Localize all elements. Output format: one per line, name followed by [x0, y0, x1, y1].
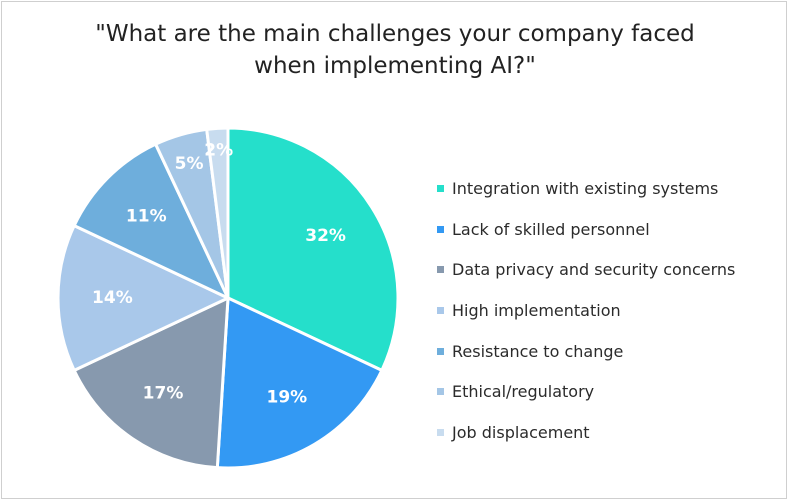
pie-slice-3 [72, 296, 230, 470]
legend-swatch [437, 266, 444, 274]
chart-title-line-1: "What are the main challenges your compa… [95, 21, 695, 47]
legend-item-2: Lack of skilled personnel [437, 209, 777, 250]
legend-swatch [437, 428, 444, 436]
data-label-1: 32% [305, 226, 346, 246]
legend-swatch [437, 306, 444, 314]
legend-label: High implementation [452, 300, 621, 320]
legend-item-1: Integration with existing systems [437, 168, 777, 209]
legend-label: Lack of skilled personnel [452, 219, 650, 239]
data-label-5: 11% [126, 206, 167, 226]
data-label-3: 17% [143, 384, 184, 404]
pie-slice-7 [205, 126, 230, 300]
legend-swatch [437, 225, 444, 233]
data-label-4: 14% [92, 288, 133, 308]
legend-swatch [437, 347, 444, 355]
pie-slice-2 [215, 296, 384, 470]
legend-swatch [437, 184, 444, 192]
legend-item-3: Data privacy and security concerns [437, 249, 777, 290]
data-label-2: 19% [266, 388, 307, 408]
legend-item-6: Ethical/regulatory [437, 371, 777, 412]
chart-legend: Integration with existing systems Lack of… [437, 168, 777, 453]
legend-label: Integration with existing systems [452, 178, 719, 198]
legend-item-7: Job displacement [437, 412, 777, 453]
legend-swatch [437, 388, 444, 396]
legend-item-5: Resistance to change [437, 331, 777, 372]
pie-slice-4 [56, 224, 230, 372]
legend-label: Ethical/regulatory [452, 382, 595, 402]
pie-slice-1 [226, 126, 400, 372]
legend-label: Resistance to change [452, 341, 624, 361]
data-label-7: 2% [204, 140, 233, 160]
data-label-6: 5% [175, 154, 204, 174]
legend-label: Data privacy and security concerns [452, 260, 736, 280]
chart-title-line-2: when implementing AI?" [254, 53, 536, 79]
legend-item-4: High implementation [437, 290, 777, 331]
chart-title: "What are the main challenges your compa… [0, 18, 790, 82]
legend-label: Job displacement [452, 422, 590, 442]
pie-slice-5 [72, 142, 230, 300]
